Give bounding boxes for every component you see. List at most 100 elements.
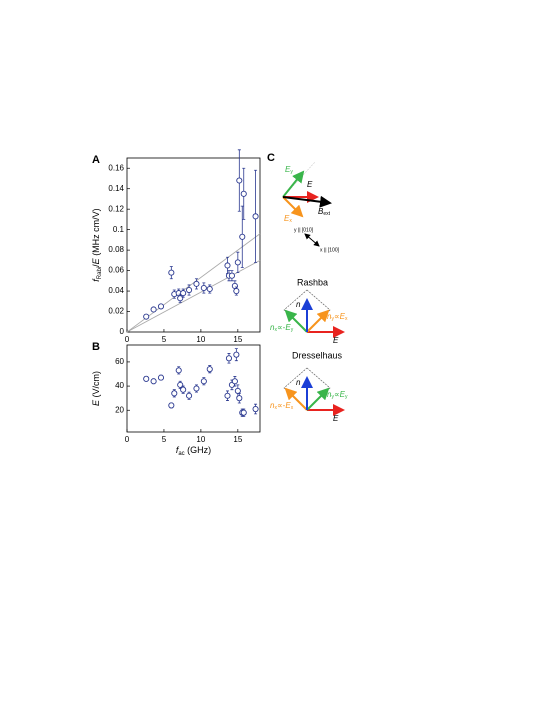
data-point <box>206 366 213 373</box>
y-tick-label: 0.1 <box>113 225 125 234</box>
data-point <box>157 303 165 310</box>
data-point <box>231 378 238 385</box>
data-point <box>157 374 165 381</box>
data-point <box>200 378 207 385</box>
label: ny∝Ey <box>327 390 348 400</box>
y-tick-label: 60 <box>115 357 124 366</box>
section-title: Dresselhaus <box>292 350 343 360</box>
y-tick-label: 0 <box>120 327 125 336</box>
label-part: E <box>91 399 101 406</box>
data-point <box>200 284 207 292</box>
axis-label: x || [100] <box>320 247 340 253</box>
y-axis-label: fRabi/E (MHz cm/V) <box>91 208 102 281</box>
arrow <box>282 195 332 208</box>
y-tick-label: 0.08 <box>108 245 124 254</box>
y-tick-label: 40 <box>115 381 124 390</box>
data-point <box>177 295 184 302</box>
data-point <box>143 375 150 382</box>
y-tick-label: 0.04 <box>108 286 124 295</box>
y-tick-label: 0.14 <box>108 184 124 193</box>
arrow <box>284 309 308 333</box>
data-point <box>252 213 259 220</box>
label: nx∝-Ey <box>270 323 294 333</box>
data-point <box>150 306 157 313</box>
label: Ex <box>284 214 292 224</box>
x-tick-label: 15 <box>233 335 242 344</box>
axis-label: y || [010] <box>294 227 314 233</box>
y-tick-label: 0.06 <box>108 266 124 275</box>
data-point <box>186 392 193 399</box>
x-tick-label: 0 <box>125 435 130 444</box>
fit-line <box>126 233 261 333</box>
x-tick-label: 0 <box>125 335 130 344</box>
data-point <box>171 390 178 397</box>
data-point <box>168 402 175 409</box>
data-point <box>180 386 187 393</box>
y-tick-label: 0.12 <box>108 204 124 213</box>
x-axis-label: fac (GHz) <box>176 445 211 456</box>
data-point <box>150 378 157 385</box>
x-tick-label: 5 <box>162 435 167 444</box>
data-point <box>206 285 213 293</box>
charts: A 0 0.02 0.04 0.06 0.08 0.1 0.12 0.14 0.16 0 5 10 15 f… <box>91 149 261 457</box>
arrow <box>284 387 308 411</box>
data-point <box>225 355 233 362</box>
data-point <box>236 177 243 184</box>
data-point <box>234 259 241 266</box>
label: E <box>333 414 339 423</box>
axis-arrow <box>304 233 313 241</box>
data-point <box>224 392 231 399</box>
y-axis-label: E (V/cm) <box>91 371 101 406</box>
axis-arrow <box>311 239 320 247</box>
data-point <box>234 387 241 394</box>
y-tick-label: 20 <box>115 405 124 414</box>
x-tick-label: 10 <box>196 435 205 444</box>
data-point <box>233 288 240 295</box>
panel-label: B <box>92 341 100 353</box>
panel-label: A <box>92 154 100 166</box>
data-point <box>236 395 243 402</box>
label: nx∝-Ex <box>270 401 294 411</box>
label-part: (GHz) <box>185 445 212 455</box>
arrow <box>306 309 330 333</box>
label: ny∝Ex <box>327 312 348 322</box>
x-tick-label: 5 <box>162 335 167 344</box>
data-point <box>240 409 247 416</box>
data-point <box>228 272 235 279</box>
label-part: ac <box>178 451 184 457</box>
data-point <box>180 290 187 297</box>
label: Ey <box>285 165 293 175</box>
data-point <box>252 405 259 413</box>
label-part: f <box>176 445 180 455</box>
label-part: / <box>91 264 101 267</box>
arrow <box>282 196 304 218</box>
label-part: (V/cm) <box>91 371 101 400</box>
x-tick-label: 15 <box>233 435 242 444</box>
data-point <box>240 190 247 197</box>
label-part: Rabi <box>97 267 103 279</box>
data-point <box>193 280 200 287</box>
plot-frame <box>126 157 261 333</box>
label: n <box>296 378 301 387</box>
data-point <box>193 385 200 392</box>
y-tick-label: 0.16 <box>108 163 124 172</box>
x-tick-label: 10 <box>196 335 205 344</box>
data-point <box>239 233 246 240</box>
label: E <box>307 180 313 189</box>
fit-line <box>126 259 261 333</box>
data-point <box>168 269 175 276</box>
label: n <box>296 300 301 309</box>
data-point <box>175 367 182 374</box>
arrow <box>282 170 305 198</box>
data-point <box>143 313 150 320</box>
panel-label: C <box>267 152 275 164</box>
data-point <box>177 381 184 388</box>
label-part: f <box>91 278 101 282</box>
label: E <box>333 336 339 345</box>
data-point <box>186 286 193 294</box>
diagram-c: C Ey E Ex Bext y || [010] x || [100] Ras… <box>267 152 348 423</box>
label-part: (MHz cm/V) <box>91 208 101 258</box>
label: Bext <box>318 207 331 217</box>
